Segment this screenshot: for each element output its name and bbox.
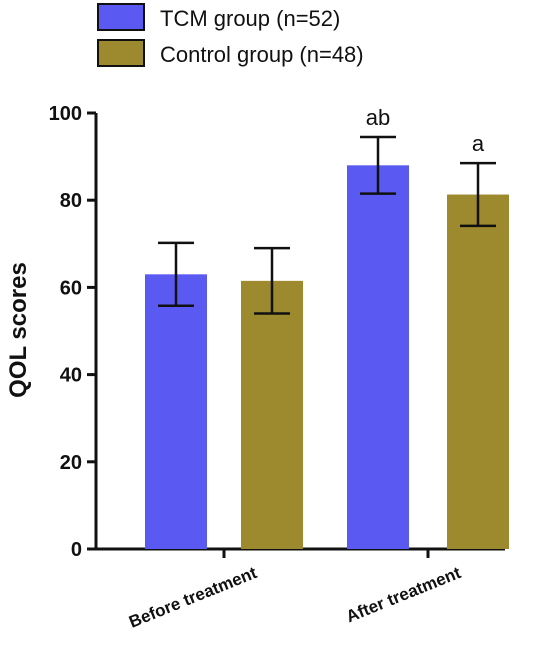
x-tick-label: Before treatment — [126, 563, 260, 632]
bar-control-before — [241, 280, 303, 549]
x-axis: Before treatment After treatment — [95, 547, 505, 632]
bars — [145, 165, 509, 550]
legend-label-1: TCM group (n=52) — [160, 6, 340, 31]
bar-tcm-before — [145, 274, 207, 549]
significance-label: ab — [366, 105, 390, 130]
y-tick-label: 40 — [60, 365, 82, 387]
y-tick-label: 60 — [60, 277, 82, 299]
y-axis-label: QOL scores — [5, 262, 32, 398]
bar-tcm-after — [347, 165, 409, 549]
legend: TCM group (n=52) Control group (n=48) — [97, 3, 364, 67]
y-tick-label: 80 — [60, 190, 82, 212]
legend-swatch-2 — [97, 39, 145, 67]
y-axis: 0 20 40 60 80 100 — [49, 103, 98, 561]
x-tick-label: After treatment — [343, 563, 463, 626]
annotations: ab a — [366, 105, 485, 156]
error-bars — [158, 135, 496, 315]
y-tick-label: 20 — [60, 452, 82, 474]
bar-control-after — [447, 194, 509, 550]
y-tick-label: 0 — [71, 539, 82, 561]
y-tick-label: 100 — [49, 103, 82, 125]
legend-swatch-1 — [97, 3, 145, 31]
legend-label-2: Control group (n=48) — [160, 42, 364, 67]
significance-label: a — [472, 131, 485, 156]
